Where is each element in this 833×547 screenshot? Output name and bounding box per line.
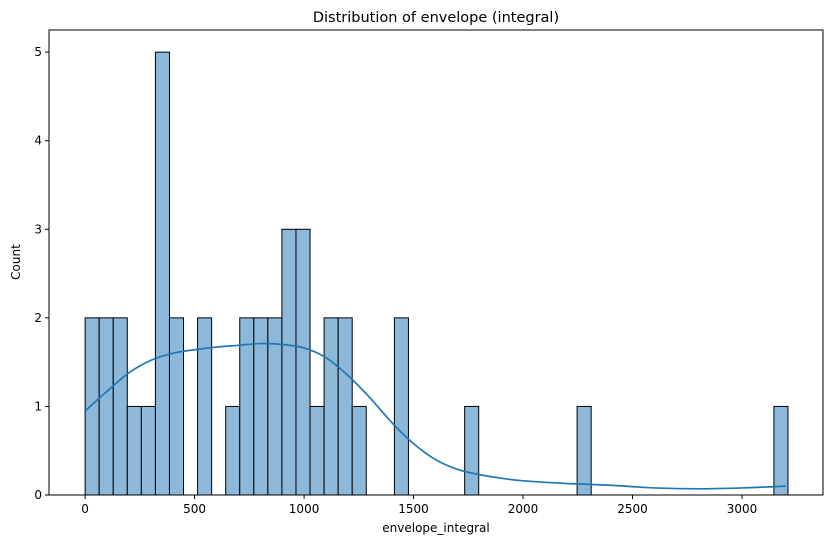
- x-tick-label: 3000: [727, 502, 758, 516]
- histogram-bar: [295, 228, 311, 496]
- histogram-bar: [225, 405, 241, 496]
- histogram-bar: [126, 405, 142, 496]
- histogram-bar: [84, 317, 100, 496]
- kde-curve: [84, 342, 786, 490]
- x-tick-label: 1500: [398, 502, 429, 516]
- x-tick-label: 1000: [289, 502, 320, 516]
- histogram-bar: [576, 405, 592, 496]
- histogram-bars: [84, 51, 789, 496]
- chart-title: Distribution of envelope (integral): [313, 10, 559, 26]
- y-tick-label: 4: [34, 134, 42, 148]
- plot-area: [48, 29, 824, 496]
- y-tick-label: 1: [34, 399, 42, 413]
- histogram-bar: [281, 228, 297, 496]
- y-tick-label: 2: [34, 311, 42, 325]
- plot-frame: [48, 29, 824, 496]
- histogram-bar: [154, 51, 170, 496]
- x-tick-label: 2500: [617, 502, 648, 516]
- histogram-bar: [393, 317, 409, 496]
- histogram-bar: [351, 405, 367, 496]
- y-tick-label: 5: [34, 45, 42, 59]
- y-tick-label: 0: [34, 488, 42, 502]
- x-tick-label: 500: [183, 502, 206, 516]
- histogram-bar: [168, 317, 185, 496]
- histogram-bar: [337, 317, 353, 496]
- y-tick-label: 3: [34, 222, 42, 236]
- histogram-bar: [112, 317, 128, 496]
- y-axis-ticks: 0 1 2 3 4 5: [34, 45, 49, 502]
- x-tick-label: 0: [81, 502, 89, 516]
- y-axis-label: Count: [9, 244, 23, 280]
- histogram-bar: [309, 405, 325, 496]
- x-tick-label: 2000: [508, 502, 539, 516]
- x-axis-ticks: 0 500 1000 1500 2000 2500 3000: [81, 495, 757, 516]
- histogram-bar: [140, 405, 156, 496]
- x-axis-label: envelope_integral: [382, 521, 489, 535]
- histogram-bar: [323, 317, 339, 496]
- histogram-bar: [98, 317, 114, 496]
- histogram-bar: [464, 405, 480, 496]
- histogram-bar: [773, 405, 789, 496]
- histogram-bar: [197, 317, 213, 496]
